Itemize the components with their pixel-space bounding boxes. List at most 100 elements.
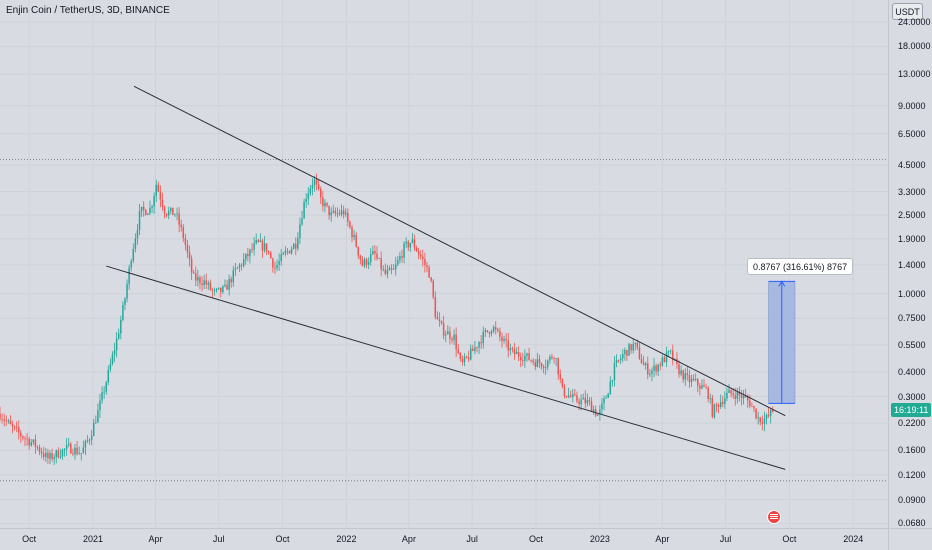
candle-body [578, 401, 580, 405]
candle-body [380, 258, 382, 270]
candle-body [134, 238, 137, 249]
candle-body [349, 221, 351, 228]
candle-body [694, 379, 697, 381]
candle-body [197, 277, 199, 281]
candle-body [315, 179, 318, 185]
candle-body [122, 304, 124, 320]
candle-body [749, 400, 751, 406]
candle-body [120, 319, 122, 334]
candle-body [117, 333, 120, 339]
candle-body [161, 199, 164, 207]
x-tick-label: 2023 [589, 534, 610, 544]
measure-label[interactable]: 0.8767 (316.61%) 8767 [747, 258, 854, 275]
candle-body [332, 210, 335, 213]
chart-title: Enjin Coin / TetherUS, 3D, BINANCE [6, 5, 170, 16]
candle-body [430, 277, 432, 281]
candle-body [249, 249, 251, 257]
candle-body [232, 270, 235, 283]
candle-body [753, 406, 755, 409]
candle-body [367, 261, 370, 265]
candle-body [632, 344, 634, 351]
candle-body [490, 331, 493, 334]
candle-body [501, 336, 503, 341]
candle-body [715, 404, 718, 406]
candle-body [592, 409, 595, 412]
candle-body [553, 358, 555, 360]
y-tick-label: 0.2200 [898, 418, 926, 429]
candle-body [634, 342, 637, 345]
y-tick-label: 24.0000 [898, 16, 931, 27]
candle-body [547, 360, 549, 368]
candle-body [278, 260, 280, 265]
candle-body [607, 393, 609, 398]
candle-body [476, 347, 478, 349]
candle-body [97, 410, 99, 423]
candle-body [642, 363, 645, 366]
candle-body [42, 453, 45, 457]
candle-body [384, 269, 387, 274]
x-tick-label: Jul [466, 534, 478, 544]
candle-body [340, 210, 343, 215]
candle-body [424, 259, 426, 266]
candle-body [70, 443, 72, 454]
candle-body [157, 184, 160, 192]
y-tick-label: 0.3000 [898, 391, 926, 402]
candle-body [742, 395, 745, 399]
candle-body [465, 356, 468, 358]
candle-body [401, 256, 403, 258]
candle-body [447, 331, 449, 335]
candle-body [184, 238, 187, 245]
candle-body [86, 440, 89, 442]
x-tick-label: 2022 [336, 534, 357, 544]
candle-body [211, 289, 214, 291]
candle-body [34, 439, 37, 447]
candle-body [57, 450, 60, 458]
candle-body [205, 280, 207, 285]
candle-body [324, 202, 326, 207]
candle-body [5, 420, 7, 422]
candle-body [24, 438, 26, 440]
candle-body [461, 358, 464, 363]
candle-body [692, 378, 695, 381]
candle-body [38, 447, 41, 452]
candle-body [730, 389, 732, 394]
candle-body [765, 414, 768, 419]
candle-body [15, 426, 18, 428]
candle-body [103, 391, 105, 393]
candle-body [590, 401, 593, 412]
candle-body [305, 198, 307, 203]
candle-body [738, 391, 741, 396]
us-flag-icon[interactable] [767, 510, 781, 524]
candle-body [663, 357, 666, 363]
candle-body [263, 243, 266, 251]
candle-body [474, 347, 476, 352]
candle-body [167, 210, 170, 216]
candle-body [544, 367, 547, 369]
candle-body [359, 255, 362, 260]
candle-body [572, 394, 574, 397]
candle-body [386, 270, 389, 274]
candle-body [1, 419, 3, 420]
candle-body [428, 267, 430, 278]
candle-body [647, 363, 649, 375]
currency-unit-button[interactable]: USDT [892, 3, 923, 20]
candle-body [515, 352, 518, 355]
candle-body [222, 286, 224, 293]
candle-body [688, 375, 691, 382]
candle-body [551, 356, 553, 359]
candle-body [338, 213, 341, 215]
x-tick-label: Jul [212, 534, 225, 544]
candle-body [503, 338, 505, 341]
candle-body [11, 424, 14, 427]
candle-body [669, 350, 672, 352]
candle-body [734, 395, 737, 399]
candle-body [628, 344, 630, 356]
candle-body [292, 243, 295, 249]
candle-body [388, 268, 391, 271]
candle-body [257, 240, 260, 242]
candle-body [155, 184, 157, 196]
candle-body [313, 179, 316, 185]
candle-body [382, 269, 384, 271]
